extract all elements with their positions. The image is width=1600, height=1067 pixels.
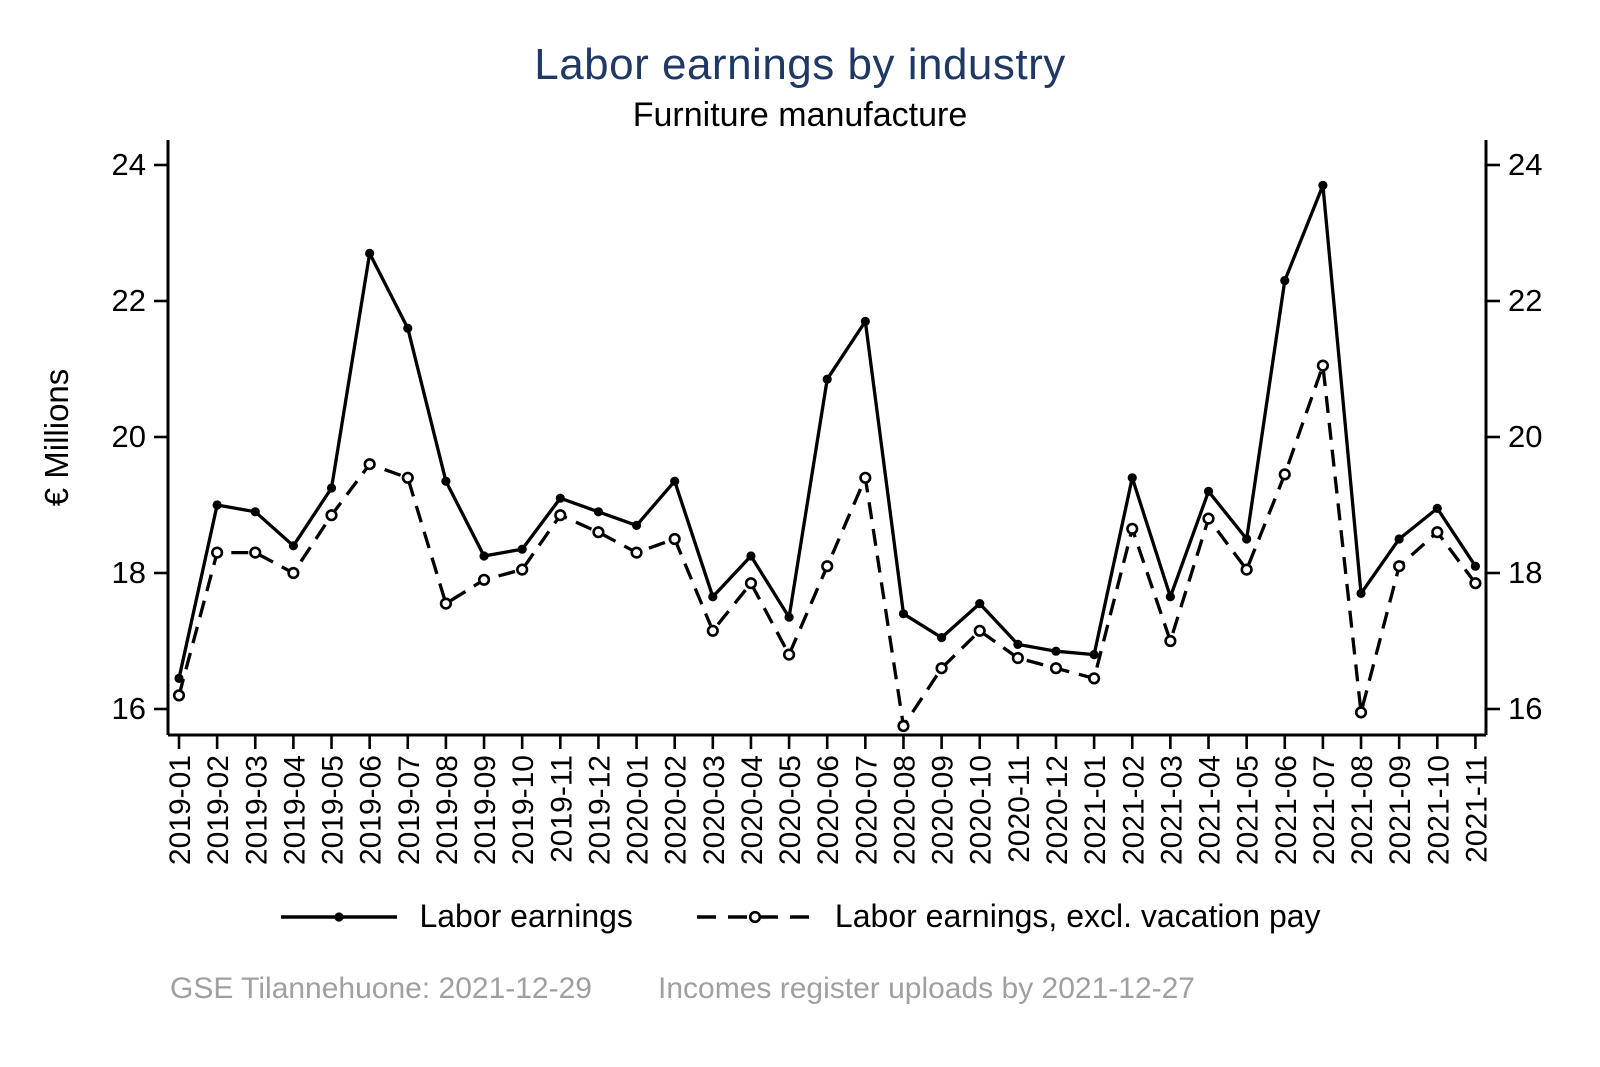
svg-text:16: 16 (112, 691, 146, 726)
svg-text:2021-05: 2021-05 (1232, 755, 1265, 865)
svg-text:2021-01: 2021-01 (1079, 755, 1112, 865)
svg-text:2020-04: 2020-04 (736, 755, 769, 865)
svg-text:2021-10: 2021-10 (1422, 755, 1455, 865)
svg-text:2021-06: 2021-06 (1270, 755, 1303, 865)
svg-text:2019-11: 2019-11 (545, 755, 578, 863)
footer-note-tilannehuone: GSE Tilannehuone: 2021-12-29 (170, 972, 592, 1005)
svg-text:2021-11: 2021-11 (1460, 755, 1493, 863)
svg-text:2020-01: 2020-01 (622, 755, 655, 865)
svg-text:24: 24 (112, 147, 146, 182)
svg-text:2020-12: 2020-12 (1041, 755, 1074, 865)
svg-text:2019-01: 2019-01 (164, 755, 197, 865)
footer-note-incomes-register: Incomes register uploads by 2021-12-27 (658, 972, 1195, 1005)
svg-text:2020-08: 2020-08 (888, 755, 921, 865)
chart-title: Labor earnings by industry (534, 40, 1066, 89)
series-labor-earnings-excl-vacation (172, 359, 1482, 733)
svg-text:20: 20 (112, 419, 146, 454)
svg-text:18: 18 (112, 555, 146, 590)
svg-text:2020-11: 2020-11 (1003, 755, 1036, 863)
svg-text:20: 20 (1508, 419, 1542, 454)
svg-text:2019-07: 2019-07 (393, 755, 426, 865)
svg-text:2020-09: 2020-09 (927, 755, 960, 865)
series-labor-earnings (174, 180, 1481, 684)
svg-text:2021-04: 2021-04 (1194, 755, 1227, 865)
svg-text:22: 22 (1508, 283, 1542, 318)
svg-text:2019-05: 2019-05 (317, 755, 350, 865)
svg-text:2019-08: 2019-08 (431, 755, 464, 865)
svg-text:2020-10: 2020-10 (965, 755, 998, 865)
svg-text:2019-02: 2019-02 (202, 755, 235, 865)
legend-label: Labor earnings (419, 898, 633, 934)
svg-text:2020-02: 2020-02 (660, 755, 693, 865)
svg-text:18: 18 (1508, 555, 1542, 590)
svg-text:2020-07: 2020-07 (850, 755, 883, 865)
svg-text:2021-03: 2021-03 (1155, 755, 1188, 865)
svg-text:2021-07: 2021-07 (1308, 755, 1341, 865)
svg-text:2019-12: 2019-12 (583, 755, 616, 865)
svg-text:24: 24 (1508, 147, 1542, 182)
legend-item-labor-earnings: Labor earnings (279, 898, 633, 935)
chart-legend: Labor earnings Labor earnings, excl. vac… (0, 898, 1600, 935)
solid-line-swatch-icon (281, 911, 398, 922)
legend-label: Labor earnings, excl. vacation pay (834, 898, 1321, 934)
svg-text:2020-03: 2020-03 (698, 755, 731, 865)
svg-text:2021-09: 2021-09 (1384, 755, 1417, 865)
y-axis-title: € Millions (38, 369, 75, 507)
x-tick-labels: 2019-01 2019-02 2019-03 2019-04 2019-05 2019-… (164, 735, 1493, 865)
svg-text:2019-10: 2019-10 (507, 755, 540, 865)
dashed-line-swatch-icon (696, 910, 813, 923)
y-tick-labels: 16 16 18 18 20 20 22 22 24 24 (112, 147, 1543, 726)
legend-item-labor-earnings-excl-vacation: Labor earnings, excl. vacation pay (695, 898, 1321, 935)
svg-text:2019-09: 2019-09 (469, 755, 502, 865)
svg-text:2019-04: 2019-04 (278, 755, 311, 865)
svg-text:2020-05: 2020-05 (774, 755, 807, 865)
svg-text:2019-06: 2019-06 (355, 755, 388, 865)
svg-text:2019-03: 2019-03 (240, 755, 273, 865)
svg-text:22: 22 (112, 283, 146, 318)
svg-text:2020-06: 2020-06 (812, 755, 845, 865)
svg-text:2021-08: 2021-08 (1346, 755, 1379, 865)
chart-subtitle: Furniture manufacture (632, 96, 968, 134)
svg-text:16: 16 (1508, 691, 1542, 726)
svg-text:2021-02: 2021-02 (1117, 755, 1150, 865)
